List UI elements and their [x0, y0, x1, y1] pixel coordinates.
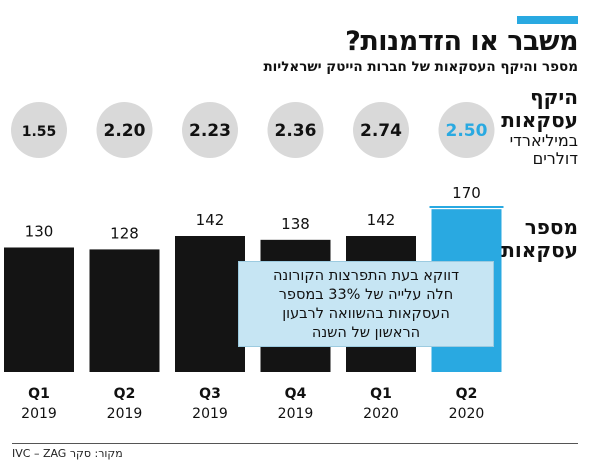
year-tick-label: 2019	[21, 406, 57, 422]
volume-circles: 1.55 2.20 2.23 2.36 2.74 2.50	[11, 102, 495, 158]
count-bar	[4, 247, 74, 372]
x-axis-tick-labels: Q1 2019 Q2 2019 Q3 2019 Q4 2019 Q1 2020 Q2 2020	[21, 386, 484, 422]
count-value-label: 138	[281, 215, 310, 233]
bar-value-labels: 130 128 142 138 142 170	[25, 184, 481, 242]
volume-value-label: 2.20	[104, 121, 146, 141]
year-tick-label: 2019	[192, 406, 228, 422]
accent-bar	[517, 16, 578, 24]
volume-circle	[11, 102, 67, 158]
count-label-line1: מספר	[524, 215, 578, 239]
count-value-label: 170	[452, 184, 481, 202]
callout-box: דווקא בעת התפרצות הקורונה חלה עלייה של 3…	[238, 261, 494, 347]
page-subtitle: מספר והיקף העסקאות של חברות הייטק ישראלי…	[263, 59, 578, 75]
volume-circle	[96, 102, 153, 158]
quarter-tick-label: Q3	[199, 386, 221, 402]
count-value-label: 142	[196, 211, 225, 229]
volume-label-line1: היקף	[530, 85, 578, 109]
year-tick-label: 2019	[107, 406, 143, 422]
quarter-tick-label: Q1	[28, 386, 50, 402]
volume-value-label: 2.50	[446, 121, 488, 141]
quarter-tick-label: Q4	[285, 386, 307, 402]
count-value-label: 142	[367, 211, 396, 229]
count-axis-label: מספר עסקאות	[501, 216, 578, 262]
volume-circle	[353, 102, 409, 158]
year-tick-label: 2019	[278, 406, 314, 422]
quarter-tick-label: Q1	[370, 386, 392, 402]
count-bar	[89, 249, 160, 372]
quarter-tick-label: Q2	[456, 386, 478, 402]
year-tick-label: 2020	[449, 406, 485, 422]
volume-value-label: 2.23	[189, 121, 231, 141]
footer-rule	[12, 443, 578, 444]
callout-line4: הראשון של השנה	[311, 325, 421, 341]
volume-label-line2: עסקאות	[501, 108, 578, 132]
volume-circle	[267, 102, 324, 158]
volume-value-label: 2.36	[275, 121, 317, 141]
volume-circle	[438, 102, 495, 158]
volume-label-line4: דולרים	[532, 149, 578, 169]
volume-value-label: 1.55	[22, 124, 57, 140]
source-note: מקור: סקר IVC – ZAG	[12, 447, 123, 460]
volume-circle	[182, 102, 238, 158]
quarter-tick-label: Q2	[114, 386, 136, 402]
count-value-label: 130	[25, 222, 54, 240]
callout-line2: חלה עלייה של 33% במספר	[278, 287, 454, 303]
count-bar	[175, 236, 245, 372]
volume-value-label: 2.74	[360, 121, 402, 141]
deals-chart: 1.55 2.20 2.23 2.36 2.74 2.50 130 128 142 138 142…	[4, 102, 504, 422]
page-title: משבר או הזדמנות?	[345, 26, 578, 57]
highlight-top-rule	[429, 206, 504, 208]
callout-line3: העסקאות בהשוואה לרבעון	[282, 306, 450, 322]
year-tick-label: 2020	[363, 406, 399, 422]
count-label-line2: עסקאות	[501, 238, 578, 262]
count-value-label: 128	[110, 224, 139, 242]
volume-label-line3: במיליארדי	[509, 131, 578, 150]
volume-axis-label: היקף עסקאות במיליארדי דולרים	[501, 86, 578, 169]
callout-line1: דווקא בעת התפרצות הקורונה	[272, 268, 460, 284]
